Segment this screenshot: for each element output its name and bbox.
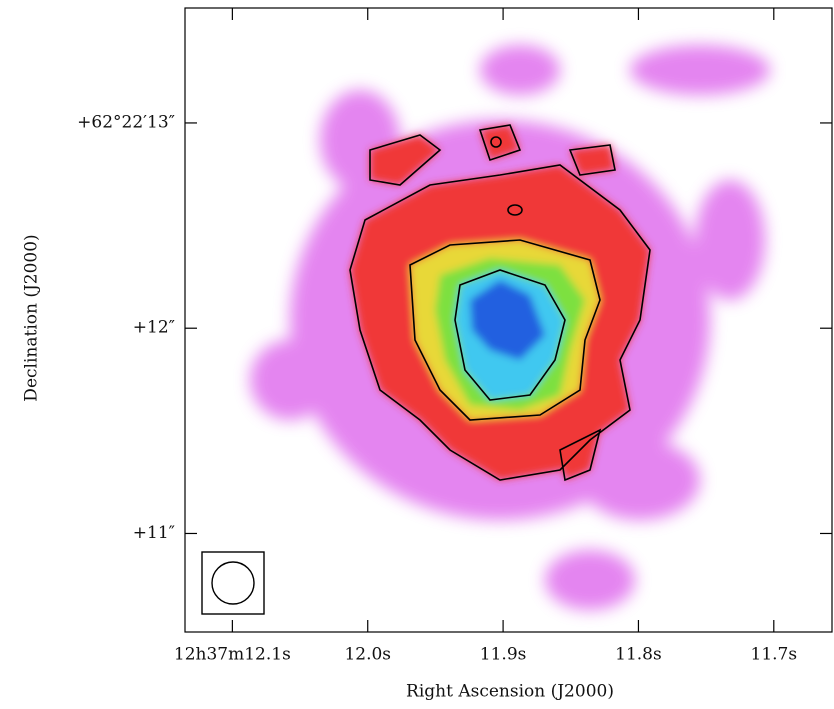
plot-frame [184,7,833,633]
map-image [250,45,770,610]
x-tick-label: 11.7s [751,645,798,665]
y-tick-label: +12″ [133,318,175,338]
x-tick-label: 11.8s [615,645,662,665]
beam [201,551,265,615]
x-tick-label: 12h37m12.1s [174,645,291,665]
y-axis-label: Declination (J2000) [22,234,42,401]
x-tick-label: 12.0s [344,645,391,665]
x-tick-label: 11.9s [480,645,527,665]
x-axis-label: Right Ascension (J2000) [406,682,614,702]
y-tick-label: +11″ [133,523,175,543]
y-tick-label: +62°22′13″ [77,112,175,132]
